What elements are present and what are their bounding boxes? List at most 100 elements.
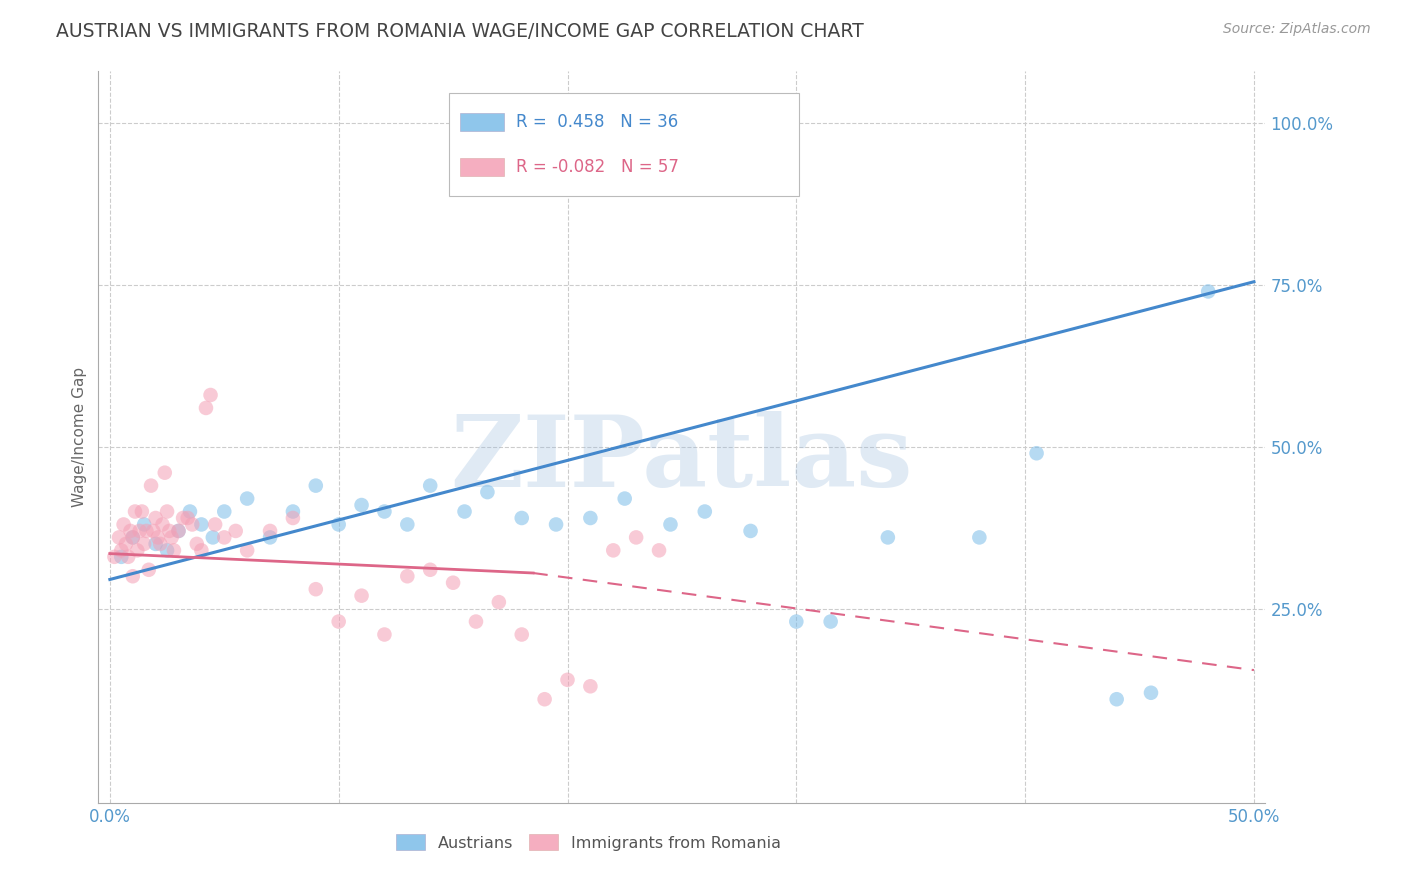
Point — [194, 401, 217, 415]
Bar — [460, 158, 503, 177]
Point — [281, 511, 304, 525]
Point — [624, 530, 647, 544]
Point — [115, 537, 138, 551]
Point — [579, 679, 602, 693]
Point — [820, 615, 842, 629]
Point — [544, 517, 567, 532]
Point — [108, 530, 131, 544]
Point — [201, 530, 224, 544]
Point — [328, 615, 350, 629]
Point — [190, 517, 212, 532]
Point — [121, 530, 143, 544]
Point — [477, 485, 499, 500]
Point — [134, 537, 156, 551]
Point — [128, 524, 150, 538]
Point — [138, 563, 160, 577]
Point — [186, 537, 208, 551]
Point — [103, 549, 125, 564]
Point — [350, 589, 373, 603]
Point — [124, 504, 146, 518]
Text: ZIPatlas: ZIPatlas — [451, 410, 912, 508]
Point — [510, 627, 533, 641]
Point — [134, 517, 156, 532]
Point — [139, 478, 162, 492]
Point — [167, 524, 190, 538]
Point — [142, 524, 165, 538]
Point — [200, 388, 222, 402]
Point — [152, 517, 174, 532]
Point — [579, 511, 602, 525]
Point — [225, 524, 247, 538]
Point — [110, 543, 132, 558]
Y-axis label: Wage/Income Gap: Wage/Income Gap — [72, 367, 87, 508]
Point — [110, 549, 132, 564]
Point — [236, 491, 259, 506]
Point — [1197, 285, 1219, 299]
Bar — [460, 112, 503, 131]
Point — [969, 530, 991, 544]
Point — [127, 543, 149, 558]
Point — [163, 543, 186, 558]
Legend: Austrians, Immigrants from Romania: Austrians, Immigrants from Romania — [389, 828, 787, 857]
Point — [305, 582, 328, 597]
Point — [153, 466, 176, 480]
Point — [149, 537, 172, 551]
Point — [121, 530, 143, 544]
Point — [465, 615, 488, 629]
Point — [145, 511, 167, 525]
Point — [281, 504, 304, 518]
Point — [120, 524, 142, 538]
Point — [131, 504, 153, 518]
Text: AUSTRIAN VS IMMIGRANTS FROM ROMANIA WAGE/INCOME GAP CORRELATION CHART: AUSTRIAN VS IMMIGRANTS FROM ROMANIA WAGE… — [56, 22, 865, 41]
Point — [121, 569, 143, 583]
Point — [259, 524, 281, 538]
Point — [1025, 446, 1047, 460]
Point — [172, 511, 194, 525]
Point — [1140, 686, 1163, 700]
Point — [396, 517, 419, 532]
Point — [488, 595, 510, 609]
Point — [135, 524, 157, 538]
Point — [156, 504, 179, 518]
Point — [214, 504, 236, 518]
Point — [160, 530, 183, 544]
Point — [659, 517, 682, 532]
Point — [441, 575, 464, 590]
Point — [305, 478, 328, 492]
Point — [419, 478, 441, 492]
Point — [179, 504, 201, 518]
Point — [557, 673, 579, 687]
Point — [157, 524, 180, 538]
Point — [146, 530, 169, 544]
Point — [204, 517, 226, 532]
Point — [117, 549, 139, 564]
Point — [740, 524, 762, 538]
Text: R =  0.458   N = 36: R = 0.458 N = 36 — [516, 113, 678, 131]
Point — [785, 615, 807, 629]
Point — [648, 543, 671, 558]
Point — [876, 530, 898, 544]
FancyBboxPatch shape — [449, 94, 799, 195]
Point — [602, 543, 624, 558]
Point — [259, 530, 281, 544]
Point — [533, 692, 555, 706]
Text: R = -0.082   N = 57: R = -0.082 N = 57 — [516, 158, 679, 176]
Point — [112, 517, 135, 532]
Point — [693, 504, 716, 518]
Text: Source: ZipAtlas.com: Source: ZipAtlas.com — [1223, 22, 1371, 37]
Point — [328, 517, 350, 532]
Point — [214, 530, 236, 544]
Point — [176, 511, 198, 525]
Point — [350, 498, 373, 512]
Point — [373, 627, 395, 641]
Point — [453, 504, 475, 518]
Point — [156, 543, 179, 558]
Point — [373, 504, 395, 518]
Point — [181, 517, 204, 532]
Point — [1105, 692, 1128, 706]
Point — [167, 524, 190, 538]
Point — [510, 511, 533, 525]
Point — [145, 537, 167, 551]
Point — [613, 491, 636, 506]
Point — [396, 569, 419, 583]
